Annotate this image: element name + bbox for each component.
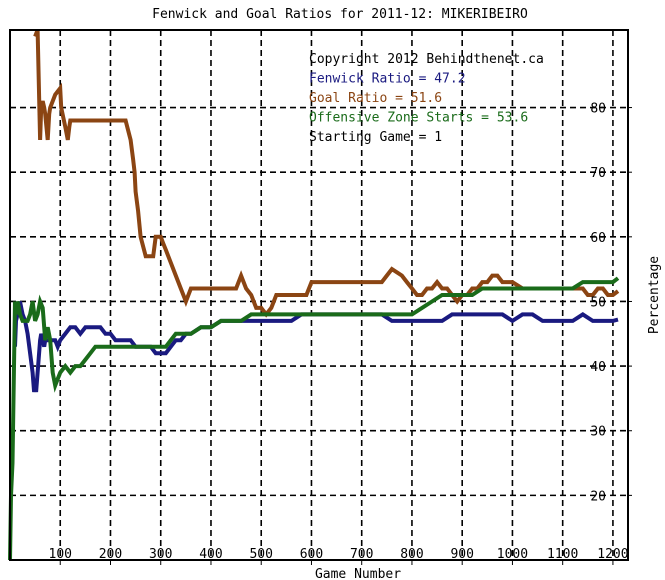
y-tick-label: 20 — [590, 489, 606, 504]
x-tick-label: 500 — [249, 547, 272, 562]
y-tick-label: 70 — [590, 166, 606, 181]
x-tick-label: 1200 — [597, 547, 628, 562]
series-line-3 — [8, 276, 620, 561]
y-tick-label: 80 — [590, 102, 606, 117]
y-ticks: 20 30 40 50 60 70 80 — [590, 102, 632, 504]
y-tick-label: 30 — [590, 425, 606, 440]
x-axis-label: Game Number — [315, 567, 401, 580]
annotation-text: Starting Game = 1 — [309, 130, 442, 145]
grid — [10, 30, 628, 560]
annotation-text: Goal Ratio = 51.6 — [309, 91, 442, 106]
y-tick-label: 40 — [590, 360, 606, 375]
x-ticks: 100 200 300 400 500 600 700 800 900 1000 1100 1200 — [49, 547, 629, 565]
x-tick-label: 300 — [149, 547, 172, 562]
x-tick-label: 400 — [199, 547, 222, 562]
y-tick-label: 60 — [590, 231, 606, 246]
series-group — [8, 29, 620, 561]
x-tick-label: 600 — [300, 547, 323, 562]
x-tick-label: 1100 — [547, 547, 578, 562]
annotation-text: Offensive Zone Starts = 53.6 — [309, 111, 528, 126]
y-axis-label: Percentage — [647, 256, 662, 334]
y-tick-label: 50 — [590, 295, 606, 310]
series-line-2 — [13, 301, 619, 393]
x-tick-label: 200 — [99, 547, 122, 562]
annotation-text: Copyright 2012 Behindthenet.ca — [309, 52, 544, 67]
x-tick-label: 700 — [350, 547, 373, 562]
annotations: Copyright 2012 Behindthenet.ca Fenwick Ra… — [309, 52, 544, 145]
chart-title: Fenwick and Goal Ratios for 2011-12: MIK… — [152, 7, 528, 22]
x-tick-label: 100 — [49, 547, 72, 562]
series-line-1 — [33, 29, 620, 318]
x-tick-label: 800 — [400, 547, 423, 562]
plot-frame — [9, 29, 629, 561]
x-tick-label: 900 — [450, 547, 473, 562]
annotation-text: Fenwick Ratio = 47.2 — [309, 72, 466, 87]
x-tick-label: 1000 — [497, 547, 528, 562]
